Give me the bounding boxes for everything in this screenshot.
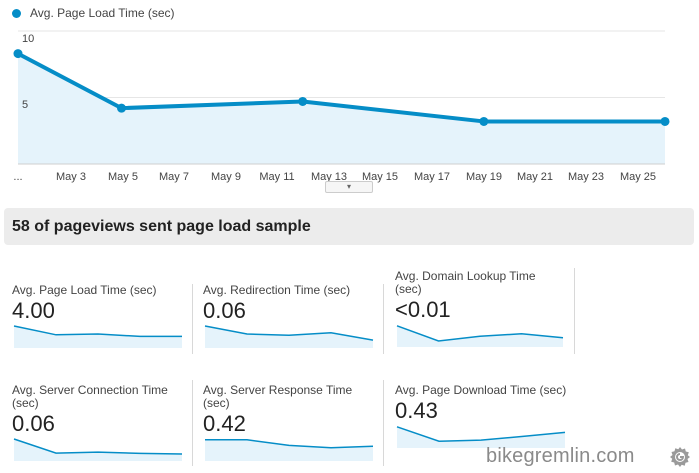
metric-label: Avg. Page Load Time (sec) xyxy=(12,283,157,297)
x-tick-label: May 17 xyxy=(413,171,451,183)
x-tick-label: May 21 xyxy=(516,171,554,183)
data-point[interactable] xyxy=(117,103,127,113)
metric-sparkline xyxy=(396,325,564,347)
sparkline-line xyxy=(205,439,374,449)
sample-summary-banner: 58 of pageviews sent page load sample xyxy=(4,208,694,245)
metric-page-download-time[interactable]: Avg. Page Download Time (sec) 0.43 xyxy=(395,384,567,448)
metric-domain-lookup-time[interactable]: Avg. Domain Lookup Time (sec) <0.01 xyxy=(395,270,565,347)
x-tick-label: May 25 xyxy=(619,171,657,183)
x-tick-label: May 13 xyxy=(310,171,348,183)
data-point[interactable] xyxy=(479,116,489,126)
chart-legend: Avg. Page Load Time (sec) xyxy=(12,6,175,20)
x-tick-label: May 7 xyxy=(159,171,189,183)
x-tick-label: May 9 xyxy=(211,171,241,183)
y-tick-5: 5 xyxy=(22,99,29,111)
x-tick-label: May 15 xyxy=(361,171,399,183)
x-tick-label: ... xyxy=(13,171,23,183)
sample-summary-text: 58 of pageviews sent page load sample xyxy=(12,218,311,235)
y-tick-10: 10 xyxy=(22,33,35,45)
metric-redirection-time[interactable]: Avg. Redirection Time (sec) 0.06 xyxy=(203,284,383,348)
legend-label: Avg. Page Load Time (sec) xyxy=(30,6,175,20)
sparkline-area xyxy=(205,326,373,348)
sparkline-line xyxy=(13,325,182,338)
data-point[interactable] xyxy=(298,96,308,106)
metric-sparkline xyxy=(13,325,182,348)
sparkline-line xyxy=(13,438,183,455)
metric-server-response-time[interactable]: Avg. Server Response Time (sec) 0.42 xyxy=(203,384,375,461)
sparkline-area xyxy=(397,426,565,448)
x-tick-label: May 23 xyxy=(567,171,605,183)
sparkline-area xyxy=(14,326,182,348)
metric-label: Avg. Domain Lookup Time (sec) xyxy=(395,269,536,296)
metric-label: Avg. Server Connection Time (sec) xyxy=(12,383,168,410)
x-tick-label: May 19 xyxy=(465,171,503,183)
legend-swatch xyxy=(12,8,21,18)
metric-value: 0.43 xyxy=(395,398,438,423)
series-area xyxy=(18,53,665,164)
metric-sparkline xyxy=(396,426,566,448)
metric-sparkline xyxy=(13,438,183,461)
x-tick-label: May 5 xyxy=(108,171,138,183)
metric-divider xyxy=(192,284,193,354)
gear-icon xyxy=(670,447,690,467)
metric-value: 0.06 xyxy=(12,411,55,436)
metric-divider xyxy=(574,268,575,354)
x-tick-label: May 3 xyxy=(56,171,86,183)
data-point[interactable] xyxy=(13,49,23,59)
metric-label: Avg. Page Download Time (sec) xyxy=(395,383,567,397)
metric-value: 4.00 xyxy=(12,298,55,323)
metric-value: 0.06 xyxy=(203,298,246,323)
metric-divider xyxy=(383,284,384,354)
metric-server-connection-time[interactable]: Avg. Server Connection Time (sec) 0.06 xyxy=(12,384,184,461)
page-load-time-chart xyxy=(13,30,670,165)
sparkline-area xyxy=(205,439,373,461)
sparkline-line xyxy=(396,426,566,442)
chart-resize-handle[interactable]: ▾ xyxy=(325,181,373,193)
x-tick-label: May 11 xyxy=(259,171,295,183)
metric-label: Avg. Redirection Time (sec) xyxy=(203,283,351,297)
data-point[interactable] xyxy=(660,116,670,126)
metric-page-load-time[interactable]: Avg. Page Load Time (sec) 4.00 xyxy=(12,284,192,348)
metric-label: Avg. Server Response Time (sec) xyxy=(203,383,353,410)
sparkline-area xyxy=(14,439,182,461)
metric-divider xyxy=(192,380,193,466)
sparkline-line xyxy=(204,325,374,341)
metric-value: 0.42 xyxy=(203,411,246,436)
sparkline-line xyxy=(396,325,564,342)
metric-value: <0.01 xyxy=(395,297,451,322)
metric-sparkline xyxy=(204,325,374,348)
watermark: bikegremlin.com xyxy=(486,445,635,467)
metric-divider xyxy=(383,380,384,466)
metric-sparkline xyxy=(205,439,374,461)
